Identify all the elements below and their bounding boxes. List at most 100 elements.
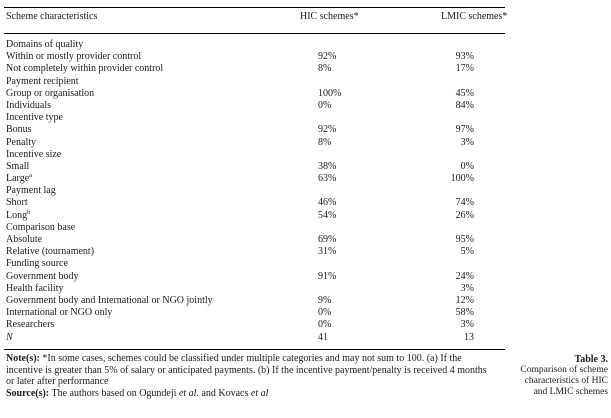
row-label-text: Domains of quality	[6, 39, 84, 50]
row-label: Government body and International or NGO…	[6, 295, 213, 307]
table-row: International or NGO only 0% 58%	[0, 307, 611, 319]
table-row: Largea 63% 100%	[0, 172, 611, 185]
row-label-text: Individuals	[6, 99, 51, 111]
row-label: Government body	[6, 271, 79, 283]
notes-paragraph: Note(s): *In some cases, schemes could b…	[6, 353, 496, 388]
notes-label: Note(s):	[6, 353, 40, 364]
lmic-value: 45%	[455, 87, 474, 99]
source-text-1: The authors based on Ogundeji	[49, 387, 179, 399]
hic-value: 41	[318, 331, 328, 343]
row-label-text: Government body	[6, 270, 79, 282]
hic-value: 9%	[318, 294, 332, 306]
row-label: Relative (tournament)	[6, 246, 94, 258]
row-label-text: Relative (tournament)	[6, 246, 95, 258]
hic-value: 8%	[318, 63, 332, 75]
source-text-2: and Kovacs	[198, 387, 251, 399]
row-label: Health facility	[6, 283, 63, 295]
row-label-text: International or NGO only	[6, 307, 113, 319]
row-label: Comparison base	[6, 222, 75, 234]
caption-line-1: Comparison of scheme	[520, 365, 608, 375]
table-row: Domains of quality	[0, 39, 611, 51]
table-row: Within or mostly provider control 92% 93%	[0, 51, 611, 63]
table-row: Health facility 3%	[0, 283, 611, 295]
lmic-value: 3%	[460, 282, 474, 294]
row-label: Group or organisation	[6, 88, 94, 100]
hic-value: 100%	[318, 87, 342, 99]
table-row: Payment lag	[0, 185, 611, 197]
row-label: Incentive size	[6, 149, 61, 161]
lmic-value: 5%	[460, 246, 474, 258]
row-label: Within or mostly provider control	[6, 51, 141, 63]
hic-value: 38%	[318, 160, 337, 172]
row-label-text: Penalty	[6, 136, 36, 148]
row-label-text: N	[6, 331, 13, 343]
row-label: Not completely within provider control	[6, 63, 163, 75]
table-row: Relative (tournament) 31% 5%	[0, 246, 611, 258]
row-label-text: Within or mostly provider control	[6, 51, 142, 63]
row-label-text: Long	[6, 209, 28, 221]
row-label-text: Funding source	[6, 258, 68, 270]
lmic-value: 95%	[455, 234, 474, 245]
lmic-value: 3%	[460, 319, 474, 331]
row-label-text: Payment lag	[6, 185, 56, 197]
lmic-value: 26%	[455, 209, 474, 221]
hic-value: 46%	[318, 197, 337, 209]
lmic-value: 58%	[455, 307, 474, 319]
row-label: N	[6, 332, 13, 344]
row-label-text: Incentive type	[6, 112, 63, 124]
source-et-al-1: et al.	[178, 387, 199, 399]
table-row: Government body and International or NGO…	[0, 295, 611, 307]
table-row: Group or organisation 100% 45%	[0, 88, 611, 100]
row-label: Absolute	[6, 234, 42, 246]
row-label: Bonus	[6, 124, 32, 136]
table-row: Comparison base	[0, 222, 611, 234]
hic-value: 0%	[318, 99, 332, 111]
hic-value: 8%	[318, 136, 332, 148]
table-row: Incentive size	[0, 149, 611, 161]
source-label: Source(s):	[6, 387, 50, 399]
caption-title: Table 3.	[574, 354, 608, 365]
hic-value: 92%	[318, 51, 337, 63]
table-caption: Table 3. Comparison of scheme characteri…	[505, 354, 608, 398]
row-label: Individuals	[6, 100, 51, 112]
table-row: Not completely within provider control 8%…	[0, 63, 611, 75]
table-row: Researchers 0% 3%	[0, 319, 611, 331]
table-row: Individuals 0% 84%	[0, 100, 611, 112]
hic-value: 0%	[318, 307, 332, 319]
footnote-marker: b	[27, 208, 31, 216]
lmic-value: 97%	[455, 124, 474, 136]
header-scheme-characteristics: Scheme characteristics	[6, 11, 98, 22]
table-top-rule	[4, 7, 505, 8]
table-notes: Note(s): *In some cases, schemes could b…	[6, 353, 496, 399]
row-label-text: Incentive size	[6, 148, 62, 160]
row-label-text: Health facility	[6, 282, 64, 294]
hic-value: 92%	[318, 124, 337, 136]
table-bottom-rule	[4, 349, 505, 350]
table-row: Payment recipient	[0, 76, 611, 88]
table-row: Incentive type	[0, 112, 611, 124]
hic-value: 31%	[318, 246, 337, 258]
header-hic-schemes: HIC schemes*	[300, 11, 359, 22]
row-label: Domains of quality	[6, 39, 83, 51]
lmic-value: 3%	[460, 136, 474, 148]
row-label: Penalty	[6, 137, 36, 149]
row-label-text: Comparison base	[6, 221, 76, 233]
table-row: Absolute 69% 95%	[0, 234, 611, 246]
hic-value: 0%	[318, 319, 332, 331]
lmic-value: 0%	[460, 160, 474, 172]
row-label-text: Group or organisation	[6, 87, 95, 99]
header-lmic-schemes: LMIC schemes*	[441, 11, 508, 22]
row-label-text: Payment recipient	[6, 75, 79, 87]
row-label-text: Short	[6, 197, 28, 209]
hic-value: 69%	[318, 234, 337, 245]
lmic-value: 24%	[455, 270, 474, 282]
hic-value: 91%	[318, 270, 337, 282]
table-row: Bonus 92% 97%	[0, 124, 611, 136]
footnote-marker: a	[29, 172, 33, 180]
caption-line-3: and LMIC schemes	[533, 387, 608, 397]
row-label: Researchers	[6, 319, 54, 331]
row-label-text: Not completely within provider control	[6, 63, 164, 75]
lmic-value: 13	[464, 331, 474, 343]
table-body: Domains of quality Within or mostly provi…	[0, 39, 611, 344]
